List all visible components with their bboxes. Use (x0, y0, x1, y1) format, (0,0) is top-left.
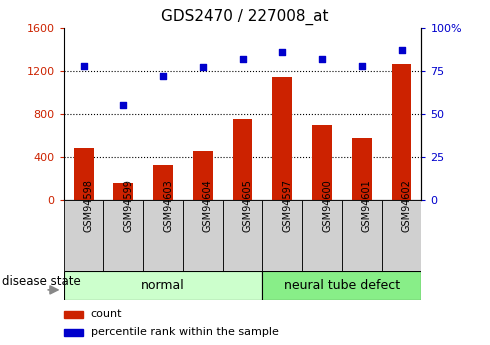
Text: disease state: disease state (2, 275, 81, 288)
Bar (302, 200, 342, 271)
Bar (183, 200, 222, 271)
Bar (263, 271, 421, 300)
Point (397, 47, 405, 53)
Bar (143, 200, 183, 271)
Text: GDS2470 / 227008_at: GDS2470 / 227008_at (161, 9, 329, 25)
Bar (64, 311, 83, 318)
Point (239, 56, 246, 61)
Bar (74, 148, 94, 200)
Text: GSM94598: GSM94598 (84, 179, 94, 232)
Point (199, 65, 207, 70)
Bar (382, 200, 421, 271)
Text: normal: normal (141, 279, 185, 292)
Text: neural tube defect: neural tube defect (284, 279, 400, 292)
Text: GSM94600: GSM94600 (322, 179, 332, 232)
Point (318, 56, 326, 61)
Bar (64, 329, 83, 336)
Text: GSM94597: GSM94597 (282, 179, 293, 232)
Point (159, 73, 167, 79)
Text: GSM94602: GSM94602 (401, 179, 412, 232)
Bar (103, 200, 143, 271)
Bar (263, 200, 302, 271)
Text: GSM94603: GSM94603 (163, 179, 173, 232)
Text: count: count (91, 309, 122, 319)
Bar (272, 77, 292, 200)
Point (358, 63, 366, 68)
Bar (352, 138, 372, 200)
Text: GSM94605: GSM94605 (243, 179, 252, 232)
Bar (342, 200, 382, 271)
Bar (153, 165, 173, 200)
Text: GSM94604: GSM94604 (203, 179, 213, 232)
Point (278, 49, 286, 55)
Bar (64, 271, 263, 300)
Bar (193, 150, 213, 200)
Bar (222, 200, 263, 271)
Text: GSM94599: GSM94599 (123, 179, 133, 232)
Bar (113, 184, 133, 200)
Bar (233, 119, 252, 200)
Text: percentile rank within the sample: percentile rank within the sample (91, 327, 278, 337)
Point (80, 63, 88, 68)
Point (120, 102, 127, 108)
Bar (64, 200, 103, 271)
Bar (312, 125, 332, 200)
Bar (392, 64, 412, 200)
Text: GSM94601: GSM94601 (362, 179, 372, 232)
